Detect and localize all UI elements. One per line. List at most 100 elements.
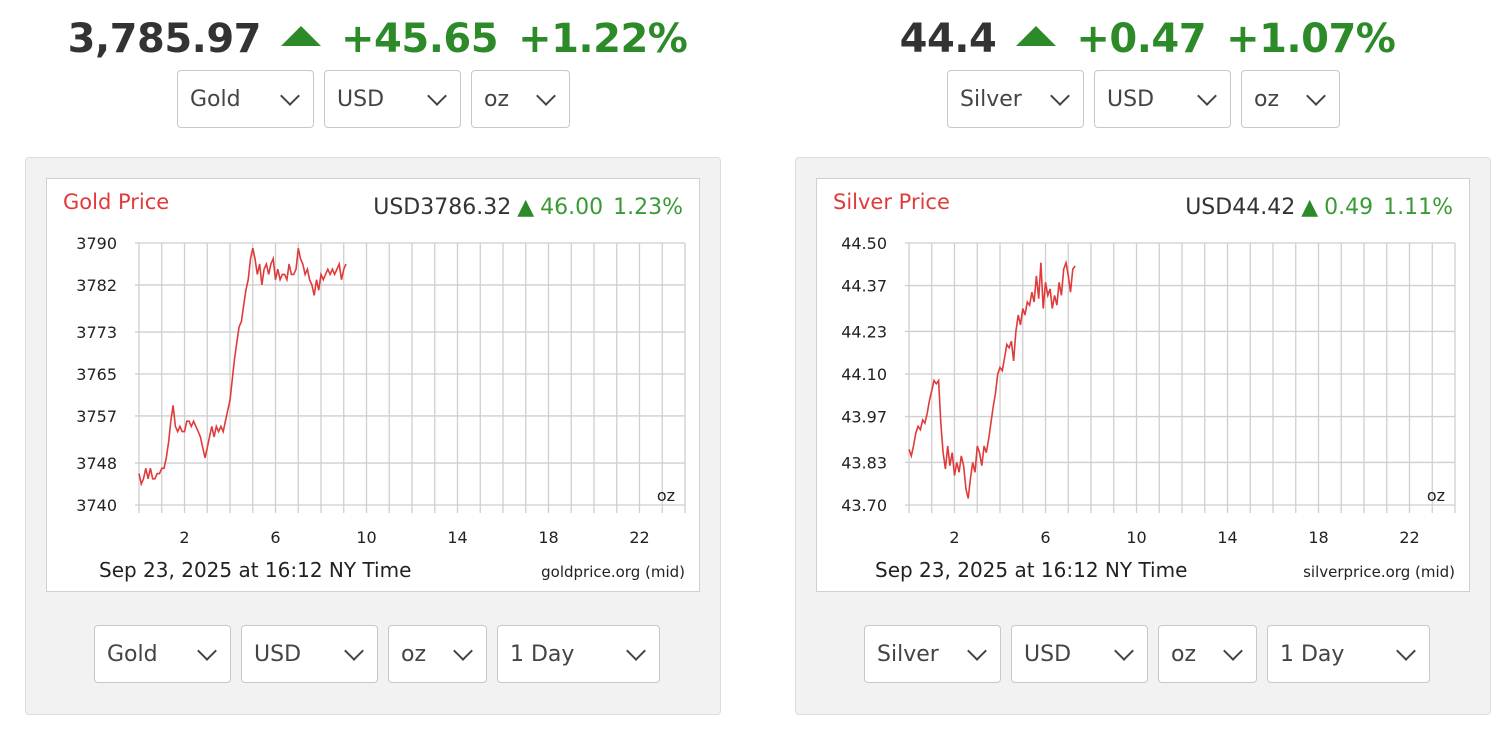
x-tick-label: 18	[538, 528, 558, 547]
gold-ticker-percent: +1.22%	[518, 16, 688, 62]
select-value: oz	[1171, 641, 1197, 667]
select-value: 1 Day	[510, 641, 575, 667]
select-value: 1 Day	[1280, 641, 1345, 667]
gold-ticker-price: 3,785.97	[67, 16, 262, 62]
silver-chart-metal-select[interactable]: Silver	[864, 625, 1001, 683]
gold-chart-svg: Gold Price USD3786.32 ▲ 46.00 1.23% 3740374…	[63, 190, 686, 582]
y-tick-label: 44.10	[841, 365, 887, 384]
gold-chart-currency-select[interactable]: USD	[241, 625, 378, 683]
chevron-down-icon	[344, 640, 364, 661]
gold-quote-percent: 1.23%	[613, 195, 683, 220]
chevron-down-icon	[1396, 640, 1416, 661]
chevron-down-icon	[967, 640, 987, 661]
silver-chart-source: silverprice.org (mid)	[1303, 563, 1455, 581]
y-tick-label: 3740	[76, 496, 117, 515]
gold-price-line	[138, 248, 347, 487]
silver-y-axis: 43.70 43.83 43.97 44.10 44.23 44.37 44.50	[841, 234, 887, 515]
gold-metal-select[interactable]: Gold	[177, 70, 314, 128]
gold-chart: Gold Price USD3786.32 ▲ 46.00 1.23% 3740 374…	[46, 178, 700, 592]
gold-top-selects: Gold USD oz	[177, 70, 570, 128]
gold-chart-card: Gold Price USD3786.32 ▲ 46.00 1.23% 3740 374…	[25, 157, 721, 715]
gold-chart-quote: USD3786.32 ▲ 46.00 1.23%	[373, 195, 683, 220]
silver-unit-select[interactable]: oz	[1241, 70, 1340, 128]
silver-ticker: 44.4 +0.47 +1.07%	[770, 16, 1510, 62]
gold-ticker-change: +45.65	[341, 16, 499, 62]
x-tick-label: 22	[629, 528, 649, 547]
chevron-down-icon	[1306, 85, 1326, 106]
gold-ticker: 3,785.97 +45.65 +1.22%	[0, 16, 755, 62]
triangle-up-icon: ▲	[517, 195, 534, 220]
gold-chart-source: goldprice.org (mid)	[541, 563, 685, 581]
silver-ticker-percent: +1.07%	[1226, 16, 1396, 62]
y-tick-label: 3782	[76, 276, 117, 295]
gold-unit-label: oz	[657, 486, 675, 505]
select-value: USD	[1107, 86, 1155, 112]
y-tick-label: 3765	[76, 365, 117, 384]
select-value: Silver	[960, 86, 1022, 112]
y-tick-label: 44.50	[841, 234, 887, 253]
silver-ticker-change: +0.47	[1076, 16, 1207, 62]
silver-chart-range-select[interactable]: 1 Day	[1267, 625, 1430, 683]
silver-currency-select[interactable]: USD	[1094, 70, 1231, 128]
silver-chart-title: Silver Price	[833, 190, 950, 214]
silver-chart: Silver Price USD44.42 ▲ 0.49 1.11% 43.70 43.…	[816, 178, 1470, 592]
x-tick-label: 6	[1040, 528, 1050, 547]
silver-bottom-selects: Silver USD oz 1 Day	[864, 625, 1430, 683]
select-value: USD	[337, 86, 385, 112]
y-tick-label: 3757	[76, 407, 117, 426]
gold-unit-select[interactable]: oz	[471, 70, 570, 128]
gold-quote-change: 46.00	[540, 195, 603, 220]
silver-chart-quote: USD44.42 ▲ 0.49 1.11%	[1185, 195, 1453, 220]
silver-chart-unit-select[interactable]: oz	[1158, 625, 1257, 683]
gold-grid	[135, 242, 686, 513]
x-tick-label: 6	[270, 528, 280, 547]
silver-chart-card: Silver Price USD44.42 ▲ 0.49 1.11% 43.70 43.…	[795, 157, 1491, 715]
triangle-up-icon: ▲	[1301, 195, 1318, 220]
x-tick-label: 18	[1308, 528, 1328, 547]
select-value: Silver	[877, 641, 939, 667]
select-value: Gold	[190, 86, 241, 112]
silver-grid	[905, 242, 1456, 513]
y-tick-label: 43.83	[841, 453, 887, 472]
chevron-down-icon	[280, 85, 300, 106]
silver-quote-change: 0.49	[1324, 195, 1373, 220]
x-tick-label: 10	[356, 528, 376, 547]
select-value: Gold	[107, 641, 158, 667]
x-tick-label: 14	[447, 528, 467, 547]
chevron-down-icon	[536, 85, 556, 106]
gold-y-axis: 3740 3748 3757 3765 3773 3782 3790	[76, 234, 117, 515]
y-tick-label: 44.37	[841, 277, 887, 296]
gold-x-axis: 2 6 10 14 18 22	[179, 528, 649, 547]
silver-quote-price: USD44.42	[1185, 195, 1295, 220]
x-tick-label: 2	[179, 528, 189, 547]
y-tick-label: 3790	[76, 234, 117, 253]
y-tick-label: 3773	[76, 323, 117, 342]
y-tick-label: 3748	[76, 454, 117, 473]
silver-top-selects: Silver USD oz	[947, 70, 1340, 128]
silver-metal-select[interactable]: Silver	[947, 70, 1084, 128]
silver-quote-percent: 1.11%	[1383, 195, 1453, 220]
silver-price-line	[908, 259, 1076, 499]
silver-chart-timestamp: Sep 23, 2025 at 16:12 NY Time	[875, 558, 1187, 582]
gold-currency-select[interactable]: USD	[324, 70, 461, 128]
gold-chart-title: Gold Price	[63, 190, 169, 214]
gold-chart-range-select[interactable]: 1 Day	[497, 625, 660, 683]
chevron-down-icon	[1223, 640, 1243, 661]
chevron-down-icon	[1114, 640, 1134, 661]
silver-x-axis: 2 6 10 14 18 22	[949, 528, 1419, 547]
gold-panel: 3,785.97 +45.65 +1.22% Gold USD oz Gold …	[0, 16, 755, 715]
silver-panel: 44.4 +0.47 +1.07% Silver USD oz Silver P…	[770, 0, 1510, 736]
select-value: oz	[484, 86, 510, 112]
chevron-down-icon	[453, 640, 473, 661]
gold-chart-metal-select[interactable]: Gold	[94, 625, 231, 683]
x-tick-label: 14	[1217, 528, 1237, 547]
chevron-down-icon	[626, 640, 646, 661]
gold-chart-unit-select[interactable]: oz	[388, 625, 487, 683]
silver-chart-svg: Silver Price USD44.42 ▲ 0.49 1.11% 43.7043.…	[833, 190, 1456, 582]
y-tick-label: 43.97	[841, 408, 887, 427]
chevron-down-icon	[1050, 85, 1070, 106]
chevron-down-icon	[197, 640, 217, 661]
silver-ticker-price: 44.4	[899, 16, 997, 62]
silver-chart-currency-select[interactable]: USD	[1011, 625, 1148, 683]
y-tick-label: 44.23	[841, 322, 887, 341]
